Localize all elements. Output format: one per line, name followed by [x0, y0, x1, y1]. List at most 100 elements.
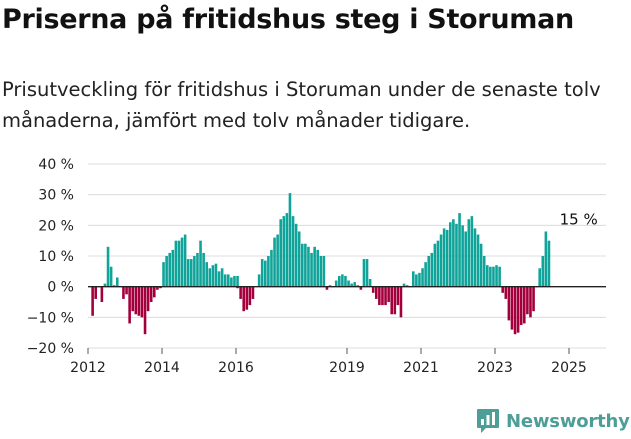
x-tick-label: 2021	[403, 360, 439, 376]
x-axis: 2012 2014 2016 2019 2021 2023 2025	[70, 348, 587, 376]
bar	[396, 286, 400, 306]
bar	[482, 256, 486, 287]
bar	[445, 229, 449, 287]
bar	[264, 260, 267, 287]
x-tick-label: 2012	[70, 360, 106, 376]
y-axis-labels: −20 % −10 % 0 % 10 % 20 % 30 % 40 %	[27, 157, 74, 357]
bar	[424, 262, 427, 287]
bar	[165, 256, 168, 287]
bar	[285, 213, 289, 287]
bar	[183, 234, 187, 287]
bar	[217, 271, 221, 287]
bar	[538, 268, 541, 287]
bar	[421, 268, 424, 287]
y-tick-label: 10 %	[38, 249, 74, 265]
bar	[112, 285, 116, 287]
bar	[427, 256, 430, 287]
bar	[325, 286, 329, 290]
bar	[513, 286, 517, 335]
bar	[109, 266, 113, 287]
bar	[294, 223, 298, 287]
bar	[236, 286, 239, 289]
bar	[353, 282, 356, 287]
bar	[282, 216, 286, 287]
bar	[103, 283, 107, 287]
bar	[338, 275, 341, 287]
bar	[350, 283, 353, 287]
bar	[356, 285, 360, 287]
bar	[442, 228, 446, 287]
bar	[177, 240, 181, 287]
bar	[418, 272, 421, 287]
bar	[100, 286, 104, 302]
bar	[227, 274, 230, 287]
y-tick-label: 20 %	[38, 218, 74, 234]
page-title: Priserna på fritidshus steg i Storuman	[2, 4, 574, 35]
bar	[526, 286, 529, 315]
bar	[344, 275, 347, 287]
bar	[347, 280, 350, 287]
page-subtitle: Prisutveckling för fritidshus i Storuman…	[2, 78, 601, 132]
bar	[387, 286, 390, 302]
bar	[168, 252, 171, 287]
bar	[143, 286, 147, 335]
bar	[495, 265, 498, 287]
bar	[180, 237, 184, 287]
bar	[316, 249, 319, 287]
bar	[193, 256, 196, 287]
bar	[307, 246, 310, 287]
bar	[91, 286, 94, 316]
bar	[301, 243, 304, 287]
bar	[322, 256, 326, 287]
bar	[519, 286, 523, 325]
bar	[486, 265, 489, 287]
bar	[186, 259, 190, 287]
bar	[242, 286, 245, 312]
bar	[313, 246, 316, 287]
bar	[270, 249, 273, 287]
bar	[223, 274, 227, 287]
bar	[196, 252, 199, 287]
bar	[470, 216, 474, 287]
bar	[279, 219, 282, 287]
bar	[211, 265, 215, 287]
bar	[156, 286, 159, 290]
x-tick-label: 2019	[329, 360, 365, 376]
bar	[122, 286, 125, 299]
bar	[365, 259, 369, 287]
price-change-chart: −20 %−10 %0 %10 %20 %30 %40 % 2012 2014 20…	[27, 157, 606, 376]
bar	[368, 279, 372, 287]
bar	[162, 262, 165, 287]
bar-chart-bubble-icon	[477, 409, 499, 433]
bar	[402, 283, 406, 287]
y-tick-label: 30 %	[38, 188, 74, 204]
bar	[199, 240, 202, 287]
bar	[492, 266, 495, 287]
bar	[455, 223, 458, 287]
bar	[378, 286, 381, 306]
bar	[273, 237, 276, 287]
bar	[251, 286, 255, 299]
bar	[116, 277, 119, 287]
bar	[205, 262, 208, 287]
bar	[516, 286, 520, 333]
x-tick-label: 2014	[144, 360, 180, 376]
bar	[149, 286, 153, 302]
bar	[464, 231, 467, 287]
bar	[390, 286, 393, 315]
bar	[248, 286, 252, 306]
bar	[541, 256, 545, 287]
bar	[146, 286, 150, 312]
bar	[267, 256, 270, 287]
bar	[159, 286, 162, 289]
bar	[529, 286, 532, 318]
bar	[208, 268, 212, 287]
bar	[507, 286, 511, 321]
chart-bars	[91, 193, 551, 335]
bar	[328, 285, 332, 287]
bar	[501, 286, 504, 293]
bar	[334, 280, 338, 287]
bar	[125, 286, 128, 295]
bar	[523, 286, 526, 324]
bar	[260, 259, 264, 287]
